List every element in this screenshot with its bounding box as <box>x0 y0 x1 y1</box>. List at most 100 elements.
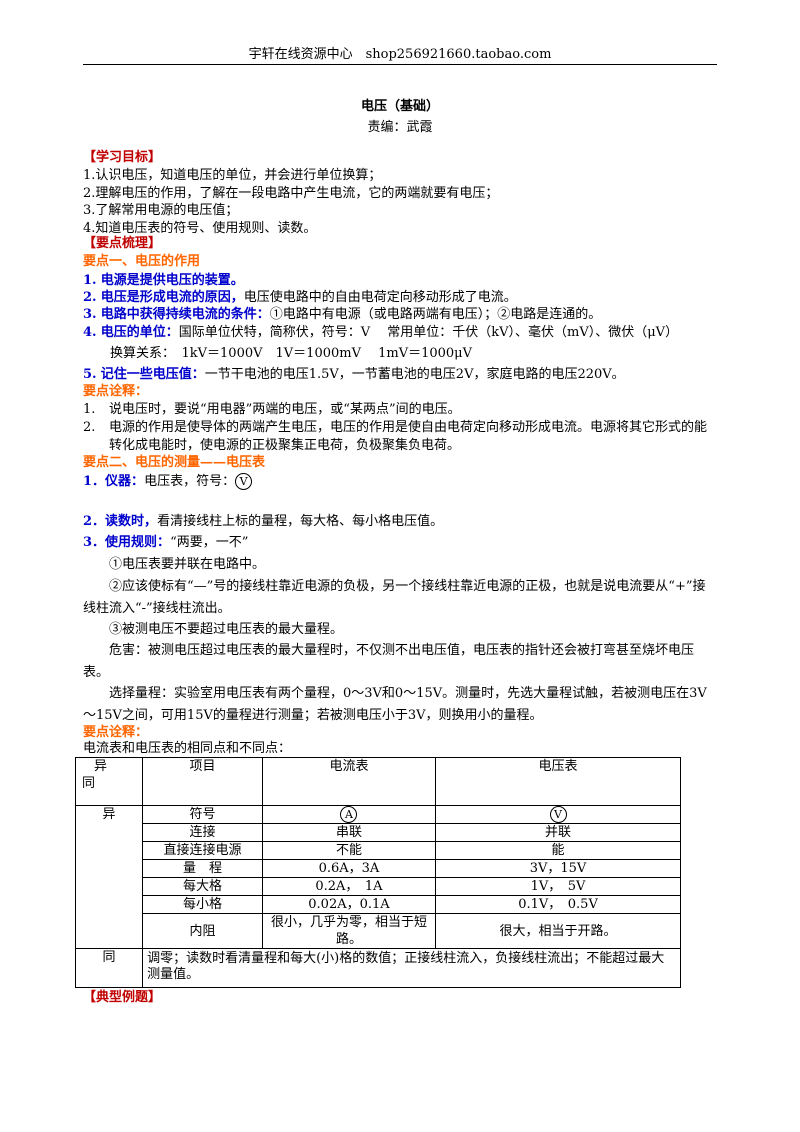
label: 仪器： <box>105 474 145 489</box>
heading: 要点诠释： <box>83 725 149 740</box>
group-label: 异 <box>74 805 144 949</box>
cell: 很大，相当于开路。 <box>435 913 681 949</box>
point-item: 3. 电路中获得持续电流的条件：①电路中有电源（或电路两端有电压）；②电路是连通… <box>83 306 716 324</box>
group-label: 同 <box>74 948 144 988</box>
note-item: 1. 说电压时，要说“用电器”两端的电压，或“某两点”间的电压。 <box>83 401 716 419</box>
heading: 【典型例题】 <box>83 990 162 1005</box>
label: 电压是形成电流的原因， <box>100 290 244 305</box>
text: “两要，一不” <box>170 535 249 550</box>
heading: 【学习目标】 <box>83 150 162 165</box>
text: 国际单位伏特，简称伏，符号：V 常用单位：千伏（kV）、毫伏（mV）、微伏（μV… <box>178 325 679 340</box>
cell: 串联 <box>261 823 437 842</box>
conversion: 换算关系： 1kV＝1000V 1V＝1000mV 1mV＝1000μV <box>110 346 473 361</box>
row: 量 程 0.6A，3A 3V，15V <box>76 859 681 878</box>
label: 电压的单位： <box>100 325 179 340</box>
cell: 直接连接电源 <box>142 841 263 860</box>
cell: 0.02A，0.1A <box>261 895 437 914</box>
intro: 电流表和电压表的相同点和不同点： <box>83 741 292 756</box>
symbol: A <box>340 806 358 823</box>
cell: A <box>261 805 437 824</box>
paragraph: ③被测电压不要超过电压表的最大量程。 <box>109 622 344 637</box>
cell: 每小格 <box>142 895 263 914</box>
point-item: 3．使用规则：“两要，一不” <box>83 534 716 552</box>
num: 2． <box>83 514 106 529</box>
cell: 并联 <box>435 823 681 842</box>
row: 连接 串联 并联 <box>76 823 681 842</box>
point-item: 1. 电源是提供电压的装置。 <box>83 272 716 290</box>
num: 3. <box>83 307 97 322</box>
author: 责编：武霞 <box>367 120 433 135</box>
cell: 每大格 <box>142 877 263 896</box>
heading: 要点二、电压的测量——电压表 <box>83 455 266 470</box>
header-rule <box>83 64 717 65</box>
num: 3． <box>83 535 106 550</box>
text: 看清接线柱上标的量程，每大格、每小格电压值。 <box>157 514 444 529</box>
column-header: 电流表 <box>261 757 437 806</box>
paragraph: ②应该使标有“—”号的接线柱靠近电源的负极，另一个接线柱靠近电源的正极，也就是说… <box>83 579 706 616</box>
point-item: 2. 电压是形成电流的原因，电压使电路中的自由电荷定向移动形成了电流。 <box>83 289 716 307</box>
label: 记住一些电压值： <box>100 367 205 382</box>
point-item: 4. 电压的单位：国际单位伏特，简称伏，符号：V 常用单位：千伏（kV）、毫伏（… <box>83 324 716 342</box>
cell: V <box>435 805 681 824</box>
num: 2. <box>83 290 97 305</box>
cell: 0.6A，3A <box>261 859 437 878</box>
point-item: 5. 记住一些电压值：一节干电池的电压1.5V，一节蓄电池的电压2V，家庭电路的… <box>83 366 716 384</box>
label: 电源是提供电压的装置。 <box>100 273 244 288</box>
cell: 0.2A， 1A <box>261 877 437 896</box>
label: 读数时， <box>105 514 158 529</box>
text: 说电压时，要说“用电器”两端的电压，或“某两点”间的电压。 <box>109 402 461 417</box>
text: 电源的作用是使导体的两端产生电压，电压的作用是使自由电荷定向移动形成电流。电源将… <box>109 420 708 453</box>
row: 直接连接电源 不能能 <box>76 841 681 860</box>
row: 同调零；读数时看清量程和每大(小)格的数值；正接线柱流入，负接线柱流出；不能超过… <box>74 948 681 988</box>
row: 异符号 A V <box>74 805 681 949</box>
text: ①电路中有电源（或电路两端有电压）；②电路是连通的。 <box>269 307 602 322</box>
paragraph: 危害：被测电压超过电压表的最大量程时，不仅测不出电压值，电压表的指针还会被打弯甚… <box>83 643 695 680</box>
title: 电压（基础） <box>360 99 439 114</box>
num: 4. <box>83 325 97 340</box>
heading: 【要点梳理】 <box>83 236 162 251</box>
cell: 0.1V， 0.5V <box>435 895 681 914</box>
num: 1． <box>83 474 106 489</box>
paragraph: 选择量程：实验室用电压表有两个量程，0～3V和0～15V。测量时，先选大量程试触… <box>83 686 707 723</box>
heading: 要点一、电压的作用 <box>83 254 201 269</box>
cell: 1V， 5V <box>435 877 681 896</box>
goal: 3.了解常用电源的电压值； <box>83 203 239 218</box>
header: 宇轩在线资源中心 shop256921660.taobao.com <box>248 47 552 62</box>
corner: 异同 <box>74 757 144 806</box>
row: 每大格 0.2A， 1A 1V， 5V <box>76 877 681 896</box>
paragraph: ①电压表要并联在电路中。 <box>109 557 266 572</box>
compare-table: 异同项目 电流表 电压表异符号 A V 连接 串联 并联 直接连接电源 不能能量 程 0.6A，3A… <box>74 757 681 988</box>
symbol: V <box>235 473 253 490</box>
num: 1. <box>83 273 97 288</box>
point-item: 2．读数时，看清接线柱上标的量程，每大格、每小格电压值。 <box>83 513 716 531</box>
goal: 2.理解电压的作用，了解在一段电路中产生电流，它的两端就要有电压； <box>83 185 499 201</box>
row: 异同项目 电流表 电压表 <box>74 757 681 806</box>
corner-text: 异 <box>94 759 108 774</box>
row: 每小格 0.02A，0.1A 0.1V， 0.5V <box>76 895 681 914</box>
num: 5. <box>83 367 97 382</box>
cell: 很小，几乎为零，相当于短路。 <box>261 913 437 949</box>
text: 一节干电池的电压1.5V，一节蓄电池的电压2V，家庭电路的电压220V。 <box>204 367 625 382</box>
text: 电压表，符号： <box>144 474 236 489</box>
cell: 不能 <box>261 841 437 860</box>
row: 内阻 很小，几乎为零，相当于短路。 很大，相当于开路。 <box>76 913 681 949</box>
cell: 3V，15V <box>435 859 681 878</box>
cell: 符号 <box>142 805 263 824</box>
column-header: 项目 <box>142 757 263 806</box>
column-header: 电压表 <box>435 757 681 806</box>
label: 使用规则： <box>105 535 171 550</box>
point-item: 1．仪器：电压表，符号： V <box>83 473 716 491</box>
label: 电路中获得持续电流的条件： <box>100 307 270 322</box>
note-item: 2. 电源的作用是使导体的两端产生电压，电压的作用是使自由电荷定向移动形成电流。电… <box>83 419 716 455</box>
num: 2. <box>83 420 96 435</box>
heading: 要点诠释： <box>83 384 149 399</box>
goal: 1.认识电压，知道电压的单位，并会进行单位换算； <box>83 168 382 183</box>
goal: 4.知道电压表的符号、使用规则、读数。 <box>83 220 317 236</box>
cell: 量 程 <box>142 859 263 878</box>
cell: 内阻 <box>142 913 263 949</box>
corner-text: 同 <box>82 776 96 791</box>
text: 电压使电路中的自由电荷定向移动形成了电流。 <box>243 290 517 305</box>
cell: 能 <box>435 841 681 860</box>
num: 1. <box>83 402 96 417</box>
